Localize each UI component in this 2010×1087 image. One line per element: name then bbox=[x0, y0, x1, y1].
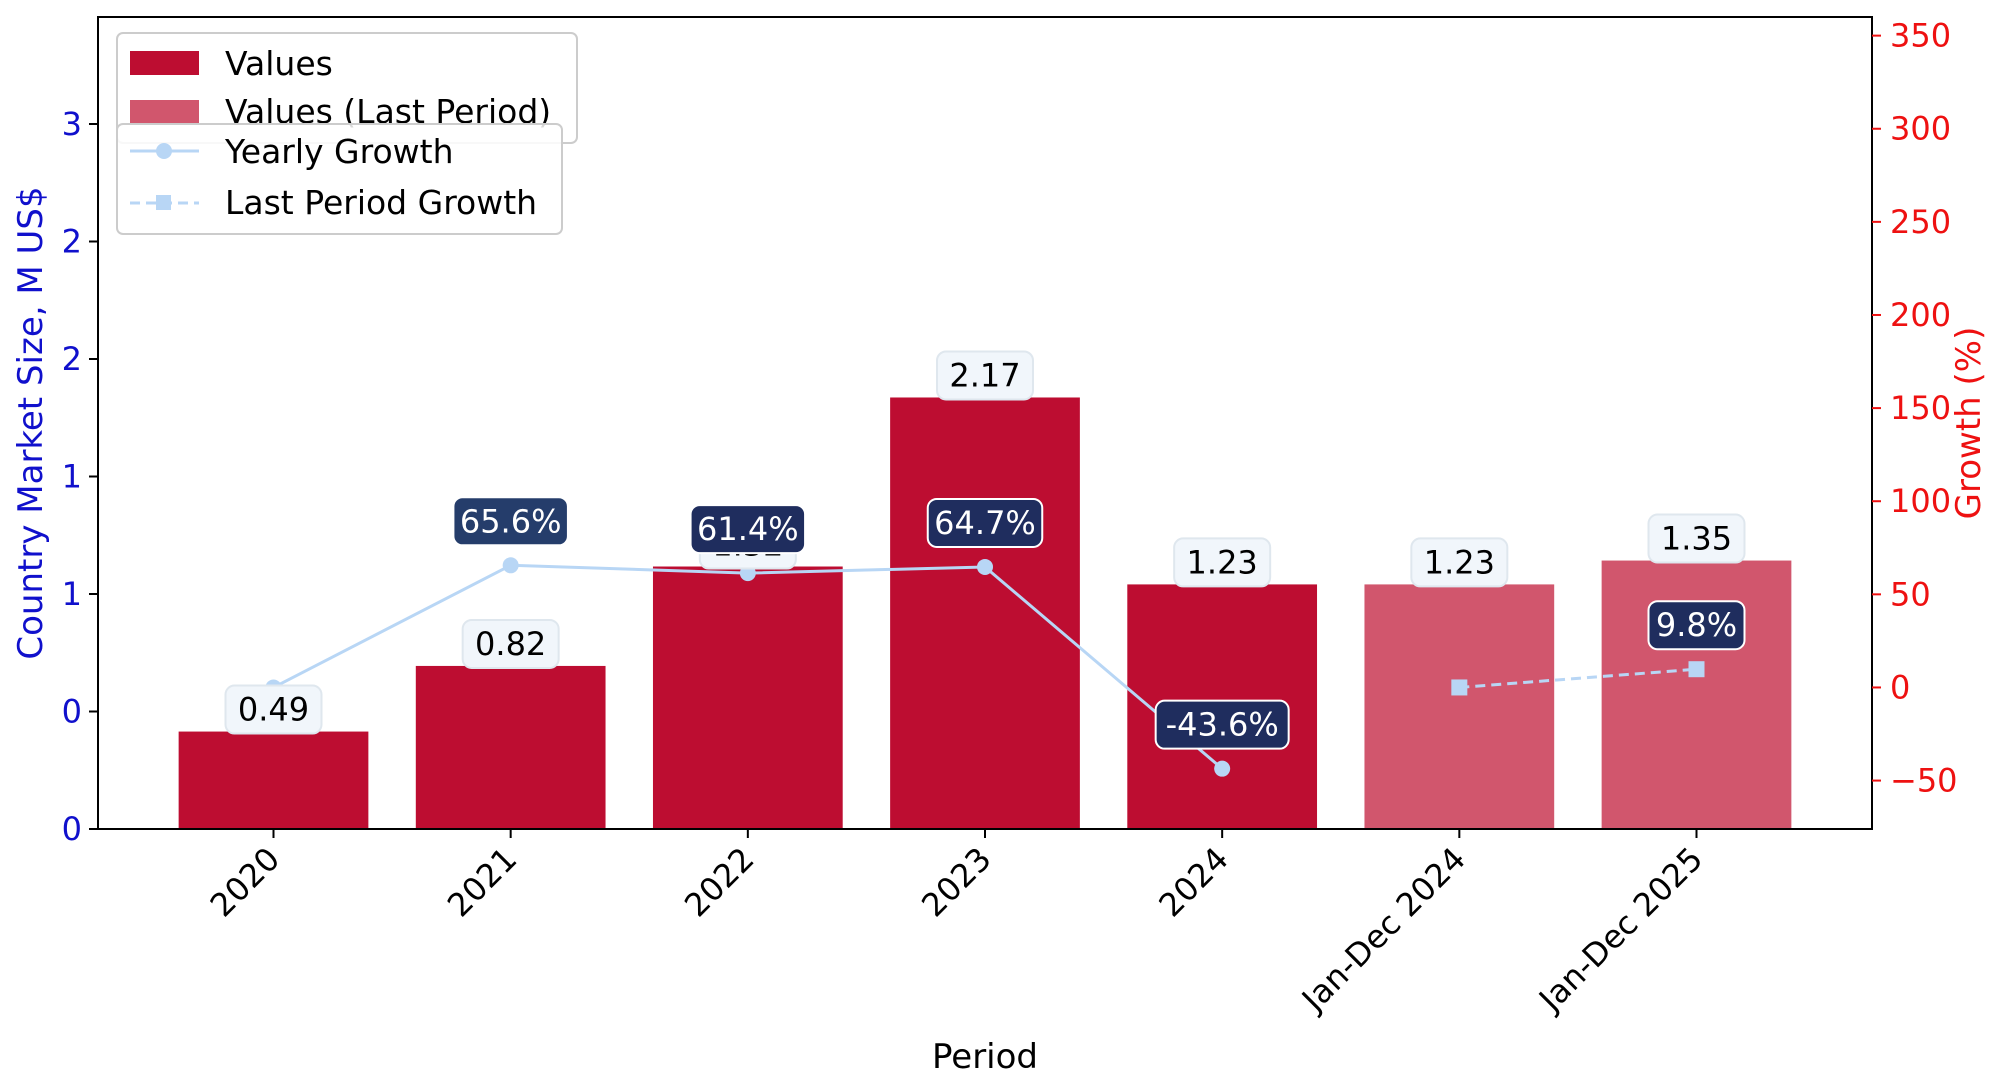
y-right-tick-label: 350 bbox=[1890, 17, 1951, 55]
y-axis-left: 0 0 1 1 2 2 3 bbox=[62, 105, 98, 848]
y-left-tick-label: 2 bbox=[62, 223, 82, 261]
value-label: 1.23 bbox=[1410, 537, 1509, 588]
bar bbox=[1364, 584, 1555, 829]
y-right-tick-label: 50 bbox=[1890, 575, 1931, 613]
x-tick-label: 2020 bbox=[203, 840, 287, 924]
value-label-text: 1.35 bbox=[1661, 520, 1732, 558]
value-label-text: 2.17 bbox=[949, 356, 1020, 394]
y-right-tick-label: 100 bbox=[1890, 482, 1951, 520]
growth-label-bg bbox=[926, 497, 1044, 548]
x-axis-title: Period bbox=[932, 1037, 1038, 1077]
x-tick-label: 2022 bbox=[677, 840, 761, 924]
value-label: 1.23 bbox=[1173, 537, 1272, 588]
y-left-tick-label: 1 bbox=[62, 575, 82, 613]
value-label-bg bbox=[936, 350, 1034, 401]
legend-bars: Values Values (Last Period) bbox=[116, 32, 578, 144]
y-right-tick-label: 150 bbox=[1890, 389, 1951, 427]
y-axis-right-title: Growth (%) bbox=[1949, 327, 1989, 520]
value-label-bg bbox=[461, 618, 560, 669]
value-label-text: 1.23 bbox=[1187, 543, 1258, 581]
x-axis: 2020 2021 2022 2023 2024 Jan-Dec 2024 Jan-Dec … bbox=[203, 829, 1710, 1020]
value-label-text: 0.82 bbox=[475, 625, 546, 663]
y-right-tick-label: −50 bbox=[1890, 762, 1958, 800]
growth-marker bbox=[977, 558, 993, 575]
growth-label-text: 64.7% bbox=[934, 504, 1036, 542]
x-tick-label: 2024 bbox=[1151, 840, 1235, 924]
legend-label-values: Values bbox=[225, 44, 333, 83]
bar bbox=[415, 665, 606, 829]
growth-label-text: 65.6% bbox=[460, 502, 562, 540]
growth-label-bg bbox=[452, 496, 569, 547]
bar bbox=[890, 397, 1080, 829]
x-tick-label: Jan-Dec 2025 bbox=[1530, 840, 1710, 1020]
value-label: 0.49 bbox=[224, 684, 323, 735]
growth-label: 61.4% bbox=[689, 504, 807, 555]
y-left-tick-label: 0 bbox=[62, 810, 82, 848]
y-right-tick-label: 0 bbox=[1890, 668, 1910, 706]
value-label-bg bbox=[1173, 537, 1272, 588]
y-left-tick-label: 1 bbox=[62, 458, 82, 496]
value-label-bg bbox=[1410, 537, 1509, 588]
growth-line bbox=[1459, 667, 1697, 689]
y-right-tick-label: 300 bbox=[1890, 110, 1951, 148]
legend-marker-yearly-growth bbox=[156, 143, 172, 159]
x-tick-label: 2021 bbox=[440, 840, 524, 924]
value-label: 1.35 bbox=[1647, 513, 1746, 564]
growth-label-text: 9.8% bbox=[1656, 606, 1737, 644]
growth-label-text: -43.6% bbox=[1166, 706, 1279, 744]
growth-label: -43.6% bbox=[1154, 699, 1290, 750]
growth-marker bbox=[1214, 760, 1231, 777]
y-left-tick-label: 3 bbox=[62, 105, 82, 143]
growth-label: 64.7% bbox=[926, 497, 1044, 548]
y-right-tick-label: 250 bbox=[1890, 203, 1951, 241]
growth-marker bbox=[502, 557, 519, 574]
y-left-tick-label: 0 bbox=[62, 693, 82, 731]
legend-swatch-values bbox=[130, 51, 199, 75]
legend-swatch-values-last-period bbox=[130, 100, 199, 124]
growth-marker bbox=[1688, 661, 1705, 678]
legend-lines: Yearly Growth Last Period Growth bbox=[116, 123, 563, 235]
legend-label-last-period-growth: Last Period Growth bbox=[225, 183, 537, 222]
x-tick-label: Jan-Dec 2024 bbox=[1293, 840, 1473, 1020]
growth-label-text: 61.4% bbox=[697, 510, 799, 548]
y-right-tick-label: 200 bbox=[1890, 296, 1951, 334]
growth-label-bg bbox=[1154, 699, 1290, 750]
y-left-tick-label: 2 bbox=[62, 340, 82, 378]
growth-label-bg bbox=[1647, 600, 1746, 651]
growth-label: 65.6% bbox=[452, 496, 569, 547]
legend-marker-last-period-growth bbox=[156, 195, 171, 210]
legend-lines-frame bbox=[116, 123, 563, 235]
y-axis-right: −50 0 50 100 150 200 250 300 350 bbox=[1872, 17, 1958, 800]
labels-layer: 0.490.821.322.171.231.231.3565.6%61.4%64… bbox=[224, 350, 1746, 750]
growth-label-bg bbox=[689, 504, 807, 555]
value-label-bg bbox=[224, 684, 323, 735]
bar bbox=[652, 566, 843, 829]
y-axis-left-title: Country Market Size, M US$ bbox=[11, 186, 51, 659]
growth-label: 9.8% bbox=[1647, 600, 1746, 651]
x-tick-label: 2023 bbox=[914, 840, 998, 924]
value-label-text: 1.23 bbox=[1424, 543, 1495, 581]
value-label: 0.82 bbox=[461, 618, 560, 669]
value-label: 2.17 bbox=[936, 350, 1034, 401]
bar bbox=[178, 731, 369, 829]
value-label-text: 0.49 bbox=[238, 691, 309, 729]
value-label-bg bbox=[1647, 513, 1746, 564]
growth-marker bbox=[1451, 679, 1468, 696]
legend-label-yearly-growth: Yearly Growth bbox=[224, 132, 454, 171]
